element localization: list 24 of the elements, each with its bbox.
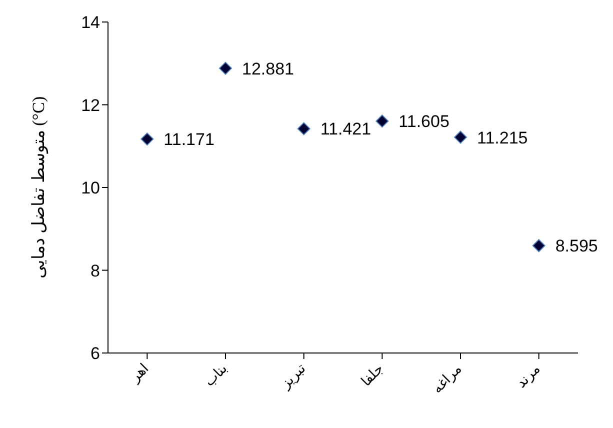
x-tick-label: بناب (202, 362, 231, 390)
x-tick-label: مراغه (430, 362, 466, 397)
point (140, 132, 154, 146)
y-tick-label: 8 (90, 261, 100, 280)
x-tick-label: تبریز (278, 362, 309, 393)
data-label: 12.881 (242, 59, 294, 78)
point (297, 122, 310, 136)
y-tick-label: 12 (81, 96, 100, 115)
data-label: 11.605 (398, 112, 450, 132)
x-tick-label: مرند (514, 362, 544, 392)
x-tick-label: جلفا (358, 362, 388, 390)
y-tick-label: 6 (90, 344, 100, 364)
point (376, 114, 389, 128)
point (532, 239, 546, 252)
data-label: 8.595 (555, 236, 598, 256)
data-label: 11.171 (164, 130, 214, 150)
y-tick-label: 10 (81, 178, 100, 198)
data-label: 11.215 (477, 128, 528, 148)
y-tick-label: 14 (81, 13, 100, 32)
point (219, 62, 232, 75)
x-tick-label: اهر (128, 362, 152, 386)
data-label: 11.421 (320, 120, 372, 139)
point (454, 130, 467, 144)
y-axis-title: متوسط تفاضل دمایی (°C) (29, 96, 50, 279)
